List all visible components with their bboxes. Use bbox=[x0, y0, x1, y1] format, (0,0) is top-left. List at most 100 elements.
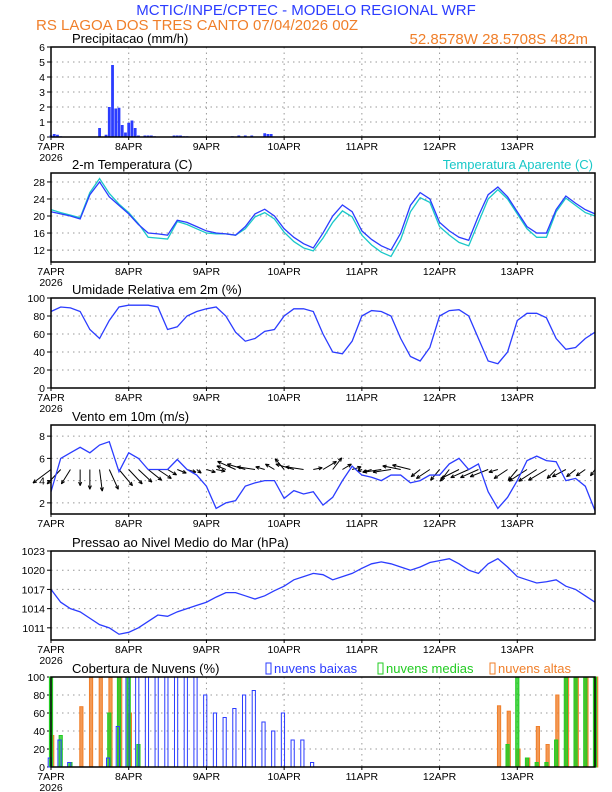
precip-bar bbox=[124, 132, 127, 137]
y-tick-label: 100 bbox=[27, 672, 45, 684]
wind-vector bbox=[450, 469, 469, 479]
panel-2: 0 20 40 60 80 100 Umidade Relativa em 2m (%) 7A… bbox=[27, 282, 596, 415]
cloud-bar-nuvens-baixas bbox=[300, 739, 305, 768]
plot-frame bbox=[50, 297, 596, 389]
precip-bar bbox=[107, 107, 111, 137]
x-tick-label: 8APR bbox=[115, 518, 143, 530]
x-year-label: 2026 bbox=[39, 277, 63, 289]
x-tick-label: 11APR bbox=[346, 392, 379, 404]
series-line-0 bbox=[50, 304, 596, 365]
y-tick-label: 8 bbox=[39, 431, 45, 443]
y-tick-label: 2 bbox=[39, 102, 45, 114]
x-tick-label: 8APR bbox=[115, 392, 143, 404]
panel-title: Cobertura de Nuvens (%) bbox=[72, 661, 219, 676]
wind-arrowhead bbox=[460, 474, 465, 479]
x-tick-label: 12APR bbox=[423, 771, 457, 783]
wind-arrowhead bbox=[363, 469, 368, 474]
precip-bar bbox=[120, 125, 124, 137]
y-tick-label: 1011 bbox=[22, 623, 45, 635]
y-tick-label: 0 bbox=[39, 132, 45, 144]
wind-arrowhead bbox=[78, 481, 83, 486]
header-station: RS LAGOA DOS TRES CANTO 07/04/2026 00Z bbox=[36, 17, 358, 34]
wind-arrowhead bbox=[546, 474, 552, 479]
wind-vector bbox=[322, 460, 337, 470]
x-tick-label: 7APR bbox=[37, 141, 65, 153]
panel-title: Umidade Relativa em 2m (%) bbox=[72, 282, 242, 297]
y-tick-label: 40 bbox=[33, 347, 45, 359]
x-tick-label: 9APR bbox=[193, 518, 221, 530]
precip-bar bbox=[263, 133, 267, 137]
wind-arrowhead bbox=[493, 474, 499, 479]
y-tick-label: 12 bbox=[33, 245, 45, 257]
y-tick-label: 1 bbox=[39, 117, 45, 129]
wind-arrowhead bbox=[275, 463, 280, 468]
panel-0: 0 1 2 3 4 5 6 Precipitacao (mm/h) 7APR 8APR 9APR 10… bbox=[37, 31, 596, 164]
wind-vector bbox=[108, 469, 119, 490]
wind-vector bbox=[416, 469, 431, 479]
legend-label: Temperatura Aparente (C) bbox=[443, 157, 593, 172]
wind-arrowhead bbox=[382, 464, 387, 469]
wind-arrowhead bbox=[372, 469, 377, 474]
x-tick-label: 8APR bbox=[115, 771, 143, 783]
series-line-0 bbox=[50, 440, 596, 511]
x-tick-label: 7APR bbox=[37, 392, 65, 404]
x-tick-label: 10APR bbox=[268, 141, 302, 153]
y-tick-label: 0 bbox=[39, 762, 45, 774]
y-tick-label: 1017 bbox=[22, 584, 46, 596]
cloud-bar-nuvens-altas bbox=[535, 726, 541, 768]
wind-arrowhead bbox=[157, 476, 163, 481]
wind-vector bbox=[392, 464, 411, 470]
x-tick-label: 12APR bbox=[423, 518, 457, 530]
x-tick-label: 11APR bbox=[346, 518, 379, 530]
y-tick-label: 60 bbox=[33, 329, 45, 341]
x-tick-label: 8APR bbox=[115, 266, 143, 278]
wind-vector bbox=[508, 469, 528, 482]
wind-arrowhead bbox=[575, 472, 581, 477]
x-tick-label: 7APR bbox=[37, 644, 65, 656]
wind-vector bbox=[216, 469, 226, 472]
wind-arrowhead bbox=[236, 465, 241, 470]
wind-vector bbox=[255, 466, 265, 470]
x-tick-label: 10APR bbox=[268, 392, 302, 404]
wind-vector bbox=[469, 469, 489, 478]
precip-bar bbox=[130, 120, 134, 137]
wind-arrowhead bbox=[128, 481, 133, 487]
wind-vector bbox=[552, 469, 567, 478]
x-tick-label: 9APR bbox=[193, 141, 221, 153]
cloud-bar-nuvens-baixas bbox=[183, 676, 188, 768]
wind-arrowhead bbox=[60, 479, 65, 485]
y-tick-label: 1014 bbox=[22, 604, 46, 616]
x-tick-label: 12APR bbox=[423, 644, 457, 656]
cloud-bar-nuvens-baixas bbox=[154, 676, 159, 768]
x-tick-label: 11APR bbox=[346, 266, 379, 278]
cloud-bar-nuvens-medias bbox=[563, 676, 568, 768]
plot-frame bbox=[50, 676, 596, 768]
wind-vector bbox=[118, 469, 133, 487]
y-tick-label: 16 bbox=[33, 228, 45, 240]
cloud-bar-nuvens-baixas bbox=[212, 712, 218, 768]
wind-vector bbox=[206, 469, 216, 473]
wind-vector bbox=[372, 469, 392, 473]
plot-frame bbox=[50, 424, 596, 515]
panel-title: Precipitacao (mm/h) bbox=[72, 31, 188, 46]
x-tick-label: 11APR bbox=[346, 771, 379, 783]
legend-label: nuvens altas bbox=[498, 661, 571, 676]
x-tick-label: 13APR bbox=[501, 266, 535, 278]
y-tick-label: 3 bbox=[39, 87, 45, 99]
wind-vector bbox=[32, 469, 52, 484]
wind-arrowhead bbox=[265, 463, 270, 468]
x-tick-label: 9APR bbox=[193, 771, 221, 783]
cloud-bar-nuvens-baixas bbox=[280, 712, 286, 768]
wind-arrowhead bbox=[440, 475, 446, 479]
plot-frame bbox=[50, 172, 596, 263]
wind-arrowhead bbox=[285, 465, 290, 470]
wind-arrowhead bbox=[508, 477, 514, 482]
x-tick-label: 13APR bbox=[501, 771, 535, 783]
precip-bar bbox=[56, 134, 59, 137]
cloud-bar-nuvens-medias bbox=[573, 676, 578, 768]
plot-frame bbox=[50, 46, 596, 138]
y-tick-label: 4 bbox=[39, 476, 45, 488]
wind-vector bbox=[410, 469, 421, 478]
legend-swatch bbox=[265, 662, 272, 675]
panel-4: 1011 1014 1017 1020 1023 Pressao ao Nivel Med… bbox=[22, 535, 596, 667]
